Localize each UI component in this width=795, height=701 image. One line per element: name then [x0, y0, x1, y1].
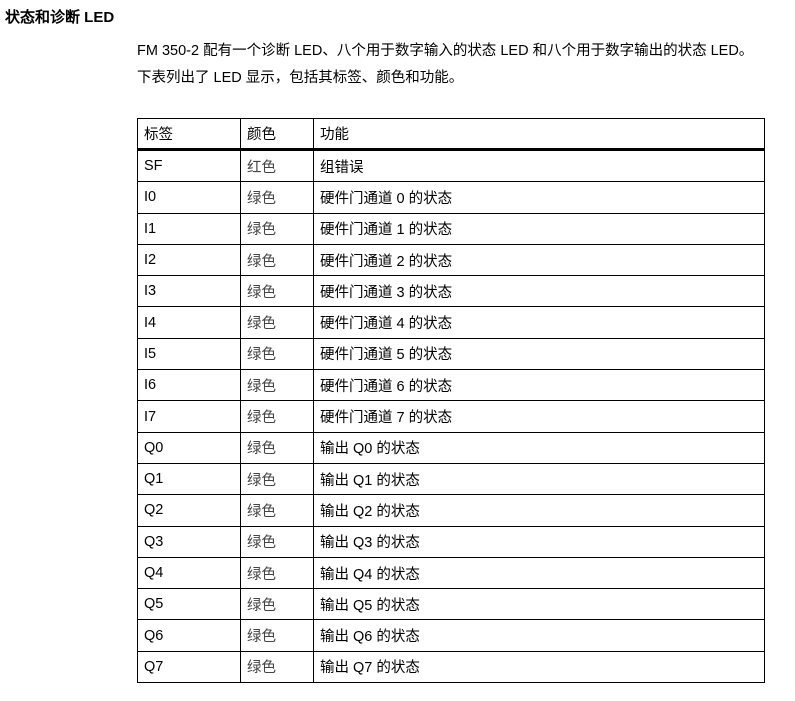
led-label: I3	[137, 275, 241, 308]
led-function: 硬件门通道 3 的状态	[313, 275, 765, 308]
led-label: I0	[137, 181, 241, 214]
led-label: Q2	[137, 494, 241, 527]
led-function: 硬件门通道 1 的状态	[313, 212, 765, 245]
header-function: 功能	[313, 118, 765, 151]
led-function: 输出 Q7 的状态	[313, 650, 765, 684]
led-color: 绿色	[240, 400, 314, 433]
led-color: 绿色	[240, 619, 314, 652]
led-function: 输出 Q2 的状态	[313, 494, 765, 527]
led-color: 绿色	[240, 212, 314, 245]
table-row: Q2 绿色 输出 Q2 的状态	[137, 494, 765, 527]
table-row: I4 绿色 硬件门通道 4 的状态	[137, 306, 765, 339]
led-label: Q5	[137, 588, 241, 621]
led-function: 输出 Q4 的状态	[313, 556, 765, 590]
led-function: 硬件门通道 6 的状态	[313, 369, 765, 402]
table-row: I5 绿色 硬件门通道 5 的状态	[137, 337, 765, 371]
led-color: 绿色	[240, 337, 314, 371]
table-row: I1 绿色 硬件门通道 1 的状态	[137, 212, 765, 245]
led-label: I4	[137, 306, 241, 339]
table-row: Q0 绿色 输出 Q0 的状态	[137, 431, 765, 464]
table-row: Q7 绿色 输出 Q7 的状态	[137, 650, 765, 684]
led-label: I6	[137, 369, 241, 402]
table-row: I7 绿色 硬件门通道 7 的状态	[137, 400, 765, 433]
table-row: I0 绿色 硬件门通道 0 的状态	[137, 181, 765, 214]
led-color: 绿色	[240, 181, 314, 214]
led-color: 绿色	[240, 650, 314, 684]
intro-paragraph: FM 350-2 配有一个诊断 LED、八个用于数字输入的状态 LED 和八个用…	[137, 43, 754, 86]
led-function: 输出 Q5 的状态	[313, 588, 765, 621]
led-table: 标签 颜色 功能 SF 红色 组错误 I0 绿色 硬件门通道 0 的状态 I1 绿色 硬件门通道…	[137, 118, 765, 684]
table-row: I3 绿色 硬件门通道 3 的状态	[137, 275, 765, 308]
led-function: 硬件门通道 0 的状态	[313, 181, 765, 214]
led-color: 绿色	[240, 306, 314, 339]
led-color: 绿色	[240, 369, 314, 402]
led-color: 绿色	[240, 243, 314, 277]
led-color: 绿色	[240, 275, 314, 308]
table-row: I6 绿色 硬件门通道 6 的状态	[137, 369, 765, 402]
table-row: Q5 绿色 输出 Q5 的状态	[137, 588, 765, 621]
led-function: 输出 Q1 的状态	[313, 462, 765, 496]
header-label: 标签	[137, 118, 241, 151]
led-label: Q6	[137, 619, 241, 652]
led-label: Q1	[137, 462, 241, 496]
led-label: Q4	[137, 556, 241, 590]
led-function: 硬件门通道 4 的状态	[313, 306, 765, 339]
led-label: Q3	[137, 525, 241, 558]
led-label: I2	[137, 243, 241, 277]
led-function: 输出 Q6 的状态	[313, 619, 765, 652]
table-row: Q3 绿色 输出 Q3 的状态	[137, 525, 765, 558]
led-function: 硬件门通道 2 的状态	[313, 243, 765, 277]
led-function: 硬件门通道 7 的状态	[313, 400, 765, 433]
led-color: 绿色	[240, 462, 314, 496]
led-label: Q7	[137, 650, 241, 684]
table-row: Q6 绿色 输出 Q6 的状态	[137, 619, 765, 652]
led-label: I5	[137, 337, 241, 371]
led-function: 组错误	[313, 148, 765, 183]
led-label: I7	[137, 400, 241, 433]
led-color: 绿色	[240, 556, 314, 590]
led-label: SF	[137, 148, 241, 183]
section-heading: 状态和诊断 LED	[5, 9, 115, 26]
led-function: 硬件门通道 5 的状态	[313, 337, 765, 371]
led-label: I1	[137, 212, 241, 245]
led-color: 绿色	[240, 494, 314, 527]
table-header-row: 标签 颜色 功能	[137, 118, 765, 151]
led-function: 输出 Q3 的状态	[313, 525, 765, 558]
table-row: Q4 绿色 输出 Q4 的状态	[137, 556, 765, 590]
led-color: 绿色	[240, 525, 314, 558]
led-color: 绿色	[240, 431, 314, 464]
led-color: 绿色	[240, 588, 314, 621]
led-color: 红色	[240, 148, 314, 183]
table-row: SF 红色 组错误	[137, 148, 765, 183]
led-function: 输出 Q0 的状态	[313, 431, 765, 464]
table-row: I2 绿色 硬件门通道 2 的状态	[137, 243, 765, 277]
header-color: 颜色	[240, 118, 314, 151]
led-label: Q0	[137, 431, 241, 464]
table-row: Q1 绿色 输出 Q1 的状态	[137, 462, 765, 496]
